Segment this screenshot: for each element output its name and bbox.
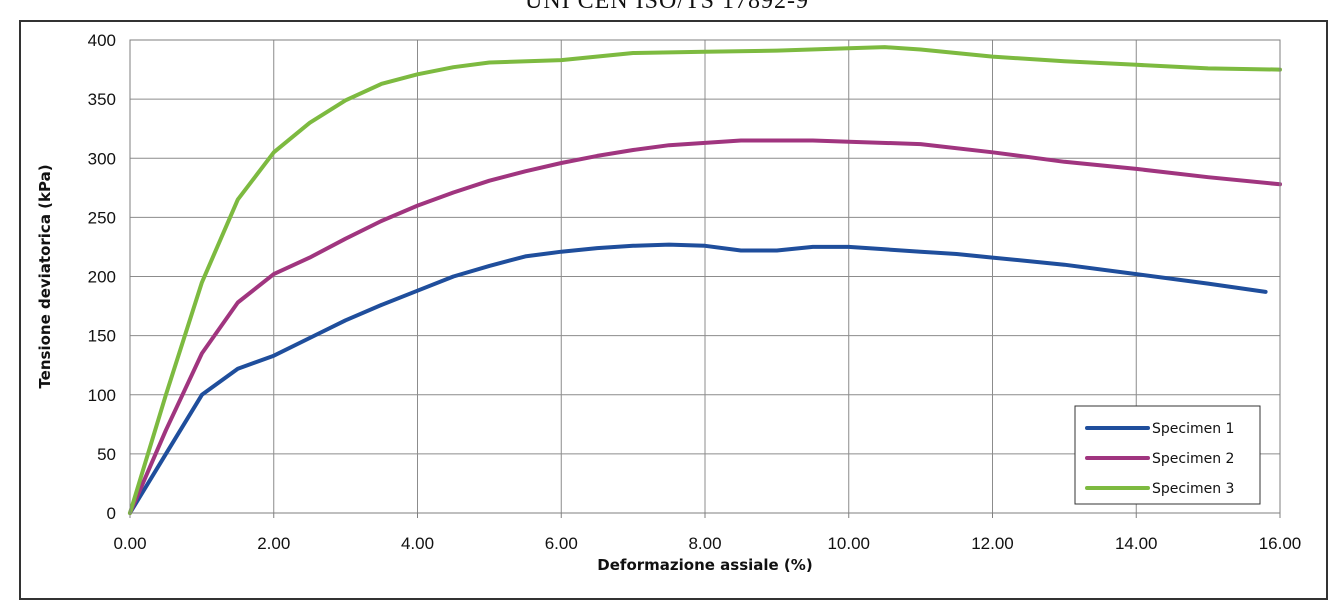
legend: Specimen 1 Specimen 2 Specimen 3: [1074, 405, 1261, 505]
legend-label: Specimen 3: [1152, 481, 1234, 497]
y-tick-label: 400: [88, 31, 116, 50]
legend-label: Specimen 2: [1152, 451, 1234, 467]
y-tick-label: 250: [88, 208, 116, 227]
series-line-specimen-1: [128, 242, 1268, 515]
series-line-specimen-3: [128, 45, 1282, 515]
page-title: UNI CEN ISO/TS 17892-9: [525, 0, 809, 14]
x-axis-title: Deformazione assiale (%): [597, 556, 812, 574]
x-tick-label: 4.00: [401, 534, 434, 553]
x-tick-label: 10.00: [827, 534, 870, 553]
x-tick-label: 8.00: [688, 534, 721, 553]
x-tick-label: 14.00: [1115, 534, 1158, 553]
x-tick-label: 16.00: [1259, 534, 1302, 553]
y-tick-label: 150: [88, 327, 116, 346]
x-tick-label: 6.00: [545, 534, 578, 553]
x-tick-label: 12.00: [971, 534, 1014, 553]
series-line-specimen-2: [128, 138, 1282, 515]
y-tick-label: 0: [107, 504, 116, 523]
plot-area-border: [129, 39, 1281, 514]
y-axis-title: Tensione deviatorica (kPa): [36, 164, 54, 388]
series-lines: [128, 45, 1282, 515]
legend-label: Specimen 1: [1152, 421, 1234, 437]
y-tick-label: 50: [97, 445, 116, 464]
y-tick-label: 300: [88, 149, 116, 168]
tick-labels: 0 50 100 150 200 250 300 350 400 0.00 2.00 4.00 6.00…: [88, 31, 1302, 553]
y-tick-label: 200: [88, 268, 116, 287]
x-tick-label: 2.00: [257, 534, 290, 553]
y-tick-label: 350: [88, 90, 116, 109]
x-tick-label: 0.00: [113, 534, 146, 553]
y-tick-label: 100: [88, 386, 116, 405]
